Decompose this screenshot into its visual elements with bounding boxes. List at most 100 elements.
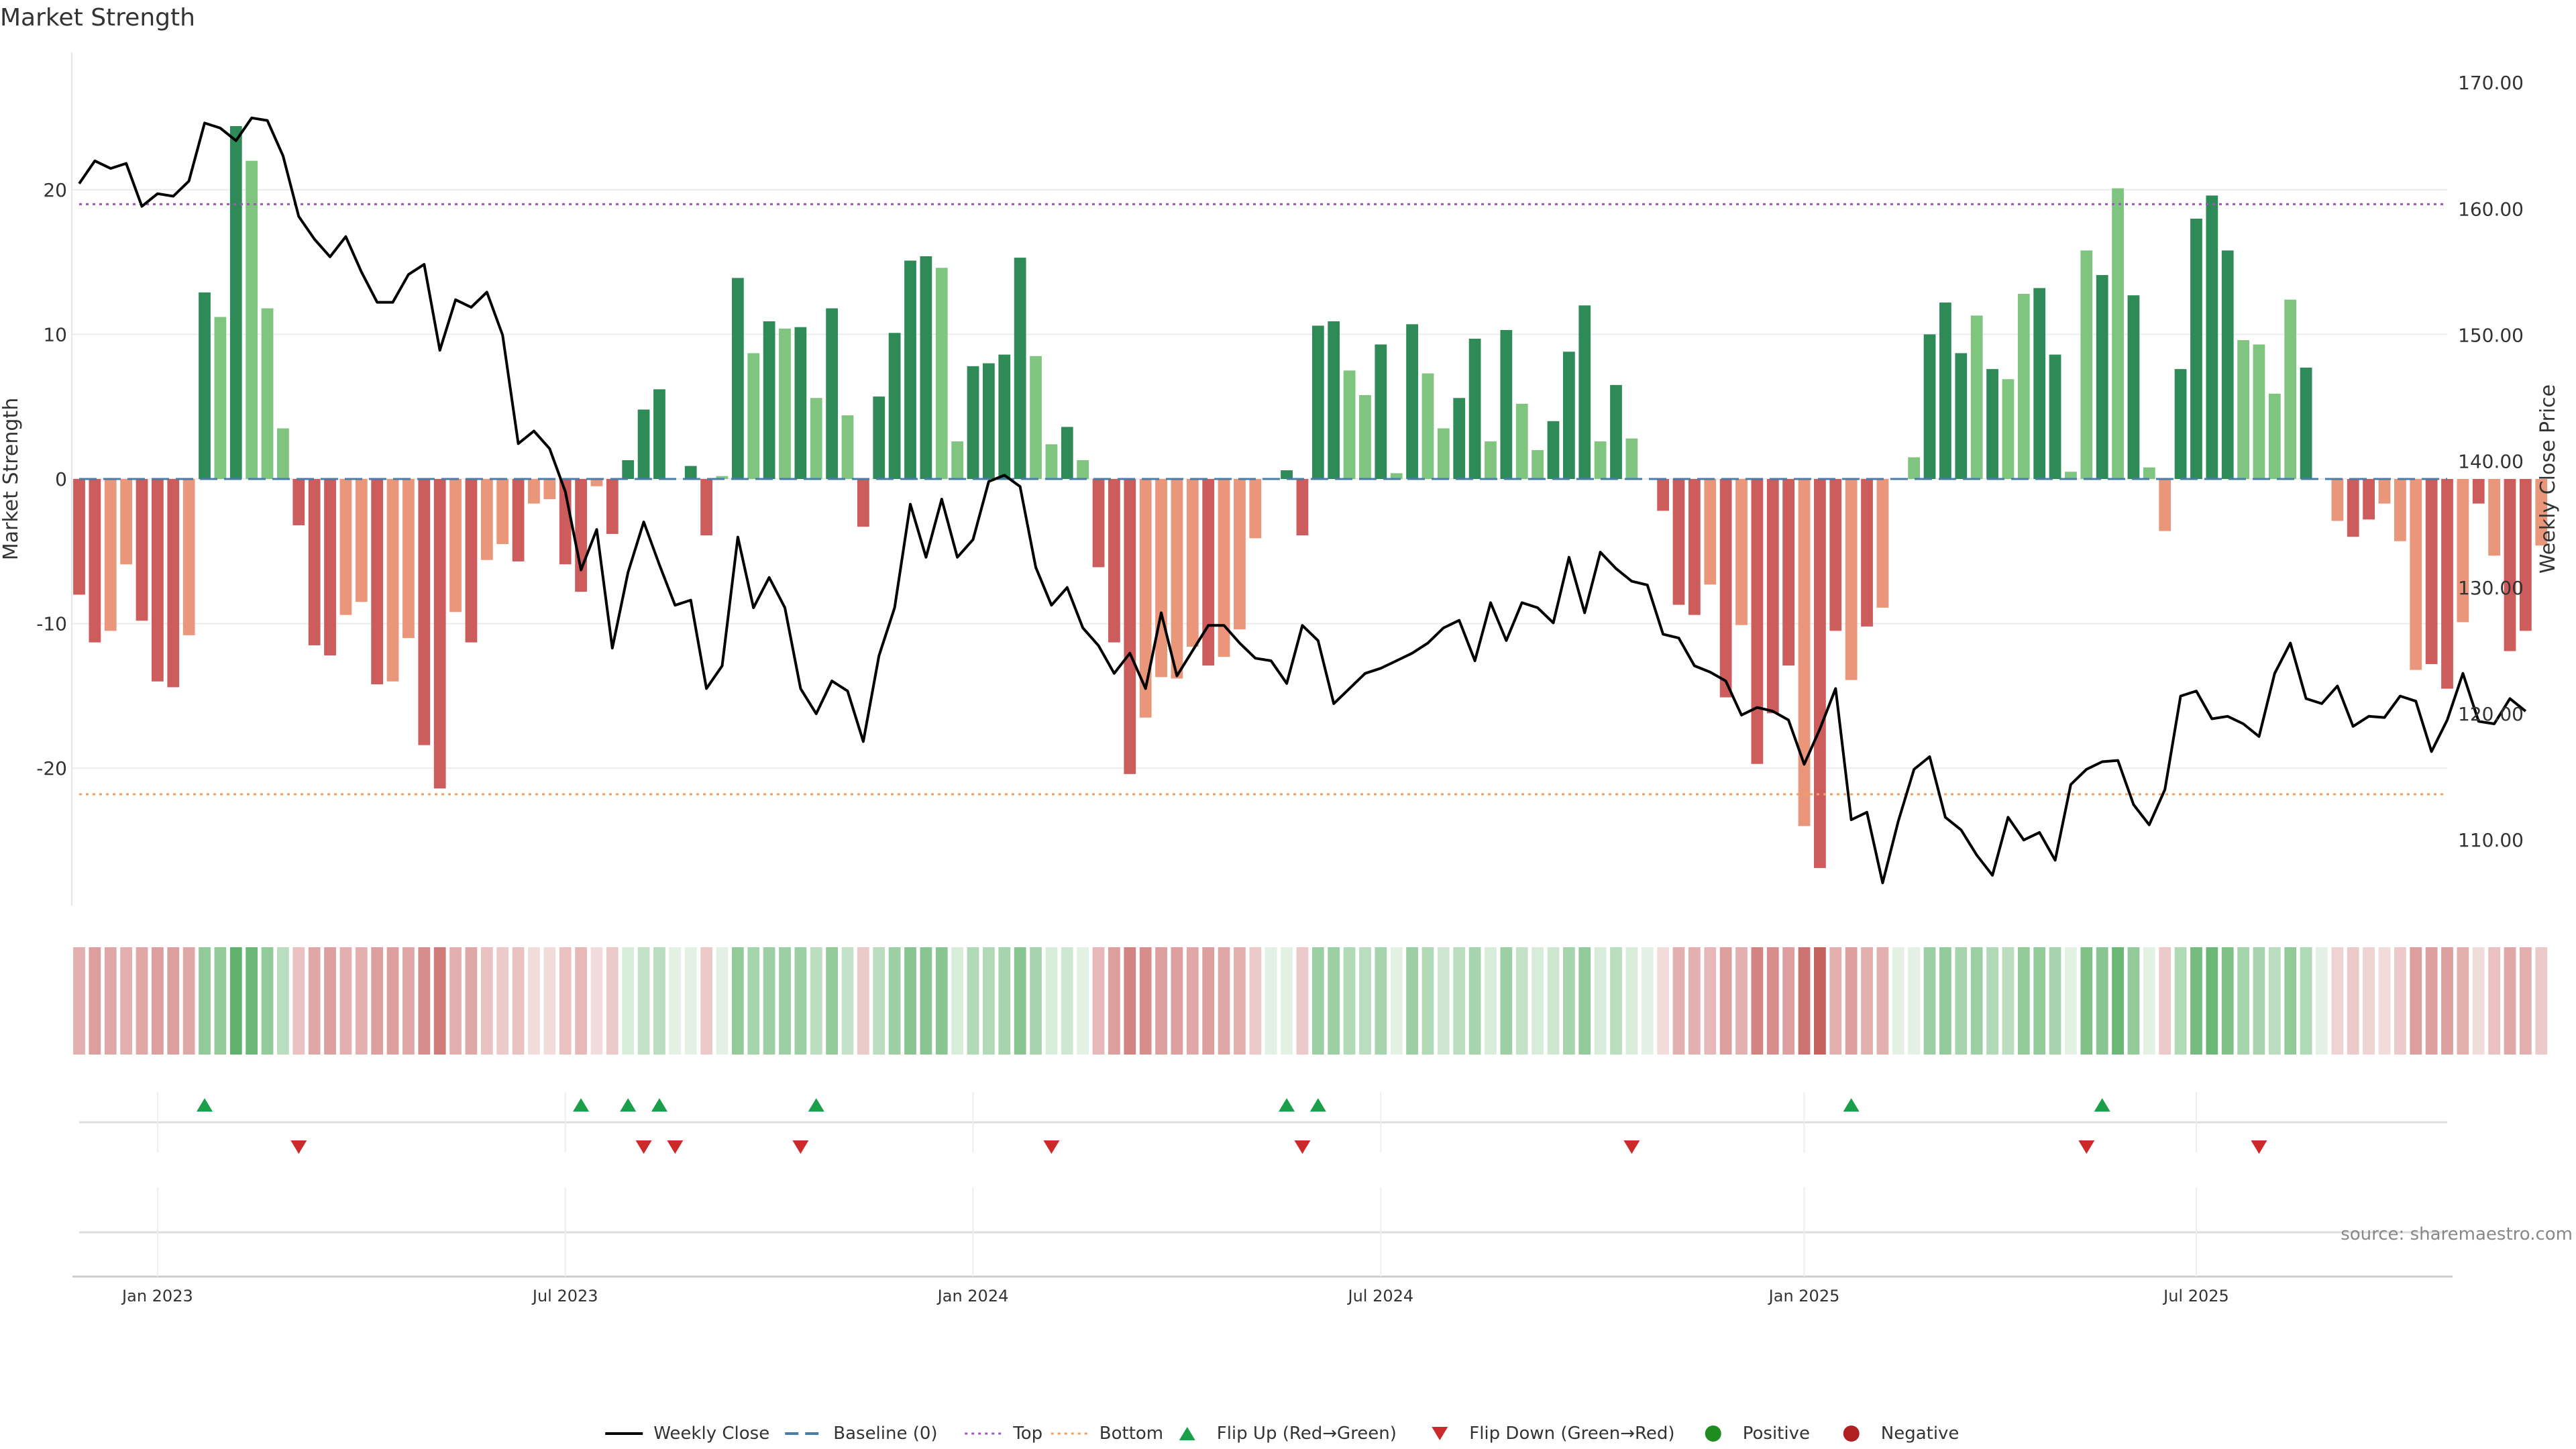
strength-bar: [1218, 479, 1230, 657]
strength-bar: [1610, 384, 1622, 479]
strength-bar: [1311, 325, 1324, 479]
heat-cell: [277, 947, 289, 1055]
heat-cell: [1311, 947, 1324, 1055]
strength-bar: [2441, 479, 2453, 689]
triangle-down-icon: [1432, 1427, 1448, 1440]
heat-cell: [480, 947, 493, 1055]
strength-bar: [998, 354, 1011, 479]
strength-bar: [1751, 479, 1764, 764]
strength-bar: [2190, 218, 2202, 479]
strength-bar: [1421, 373, 1434, 479]
heat-cell: [1359, 947, 1371, 1055]
heat-cell: [1970, 947, 1983, 1055]
strength-bar: [2049, 354, 2061, 479]
flip-up-marker: [1309, 1098, 1326, 1112]
heat-cell: [1829, 947, 1842, 1055]
strength-bar: [1782, 479, 1795, 666]
heat-cell: [2441, 947, 2453, 1055]
right-axis-label: Weekly Close Price: [2536, 384, 2560, 574]
strength-bar: [1108, 479, 1120, 643]
strength-bar: [167, 479, 180, 688]
heat-cell: [418, 947, 431, 1055]
heat-cell: [2096, 947, 2108, 1055]
heat-cell: [246, 947, 258, 1055]
circle-icon: [1843, 1426, 1860, 1442]
strength-bar: [841, 415, 854, 479]
strength-bar: [528, 479, 540, 504]
heat-cell: [136, 947, 148, 1055]
right-tick-label: 170.00: [2458, 72, 2524, 94]
strength-bar: [1515, 403, 1528, 479]
heat-cell: [182, 947, 195, 1055]
flip-down-marker: [2251, 1140, 2267, 1154]
heat-cell: [1578, 947, 1591, 1055]
strength-bar: [1861, 479, 1873, 627]
strength-bar: [935, 268, 948, 479]
heat-cell: [983, 947, 995, 1055]
strength-bar: [229, 125, 242, 480]
heat-cell: [998, 947, 1011, 1055]
heat-cell: [857, 947, 869, 1055]
flip-down-marker: [635, 1140, 652, 1154]
strength-bar: [1939, 302, 1951, 479]
strength-bar: [2221, 250, 2234, 479]
heat-cell: [1453, 947, 1466, 1055]
legend-item: Flip Down (Green→Red): [1432, 1424, 1675, 1444]
heat-cell: [2017, 947, 2030, 1055]
strength-bar: [983, 363, 995, 479]
strength-bar: [2378, 479, 2391, 504]
heat-cell: [967, 947, 979, 1055]
strength-bar: [2159, 479, 2171, 531]
heat-cell: [2316, 947, 2328, 1055]
heat-cell: [2033, 947, 2046, 1055]
heat-cell: [449, 947, 462, 1055]
strength-bar: [1390, 473, 1403, 479]
heat-cell: [1672, 947, 1685, 1055]
strength-bar: [920, 256, 932, 479]
strength-bar: [1359, 394, 1371, 479]
flip-markers-panel: [79, 1092, 2447, 1154]
heat-cell: [559, 947, 572, 1055]
strength-bar: [2331, 479, 2344, 521]
heat-cell: [229, 947, 242, 1055]
strength-bar: [1578, 305, 1591, 479]
heat-cell: [1092, 947, 1105, 1055]
heat-cell: [2425, 947, 2438, 1055]
strength-bar: [386, 479, 399, 682]
strength-bar: [2096, 275, 2108, 479]
circle-icon: [1705, 1426, 1721, 1442]
legend-item: Top: [965, 1424, 1042, 1444]
heat-cell: [2378, 947, 2391, 1055]
flip-down-marker: [792, 1140, 809, 1154]
strength-bar: [120, 479, 133, 565]
strength-bar: [1876, 479, 1889, 608]
strength-bar: [622, 460, 635, 479]
strength-bars: [73, 125, 2548, 868]
heat-cell: [826, 947, 839, 1055]
strength-bar: [1296, 479, 1309, 536]
flip-down-marker: [1043, 1140, 1060, 1154]
flip-up-marker: [620, 1098, 637, 1112]
strength-bar: [826, 308, 839, 479]
heat-cell: [1030, 947, 1042, 1055]
heat-cell: [465, 947, 478, 1055]
strength-bar: [810, 398, 822, 479]
heat-cell: [1562, 947, 1575, 1055]
heat-cell: [1845, 947, 1858, 1055]
heat-cell: [731, 947, 744, 1055]
strength-bar: [1798, 479, 1811, 826]
strength-bar: [480, 479, 493, 560]
heat-cell: [1124, 947, 1136, 1055]
strength-bar: [1908, 457, 1921, 479]
heat-cell: [2457, 947, 2469, 1055]
strength-bar: [1594, 441, 1607, 479]
heat-cell: [1265, 947, 1277, 1055]
heat-cell: [2127, 947, 2140, 1055]
heat-cell: [2488, 947, 2501, 1055]
legend-label: Positive: [1743, 1424, 1810, 1444]
strength-bar: [339, 479, 352, 615]
strength-bar: [1719, 479, 1732, 698]
strength-bar: [1343, 370, 1356, 479]
strength-bar: [1766, 479, 1779, 714]
strength-bar: [1406, 324, 1418, 479]
